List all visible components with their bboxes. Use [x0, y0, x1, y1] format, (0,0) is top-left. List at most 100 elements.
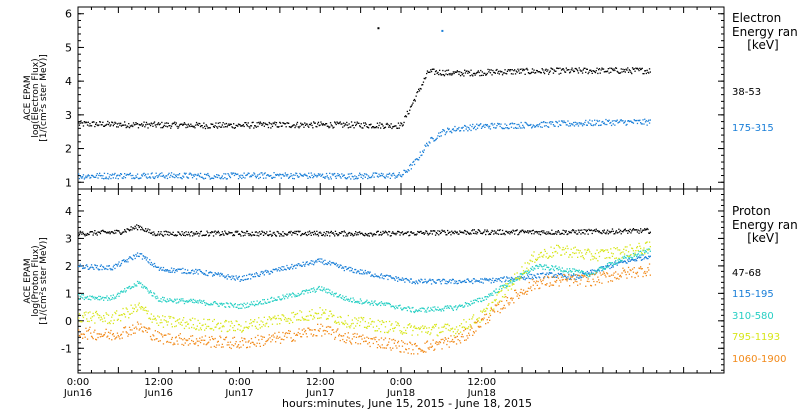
data-point [446, 307, 448, 309]
data-point [309, 124, 312, 126]
data-point [242, 279, 244, 281]
data-point [631, 229, 634, 231]
data-point [202, 339, 204, 341]
data-point [527, 124, 529, 126]
data-point [561, 232, 563, 235]
data-point [365, 272, 367, 274]
data-point [527, 124, 530, 127]
data-point [272, 316, 274, 318]
data-point [143, 229, 145, 232]
data-point [559, 233, 561, 235]
data-point [346, 336, 349, 338]
data-point [194, 272, 196, 274]
data-point [560, 232, 563, 235]
data-point [442, 230, 444, 232]
data-point [208, 318, 211, 321]
data-point [92, 175, 94, 177]
data-point [120, 233, 123, 235]
data-point [131, 124, 133, 126]
data-point [381, 233, 383, 235]
data-point [258, 123, 261, 125]
data-point [588, 228, 590, 231]
data-point [304, 232, 306, 235]
data-point [297, 263, 299, 265]
data-point [220, 234, 223, 236]
data-point [298, 319, 300, 321]
data-point [328, 291, 330, 294]
data-point [549, 255, 551, 257]
data-point [233, 174, 236, 177]
data-point [614, 263, 616, 265]
data-point [221, 273, 223, 275]
data-point [273, 268, 275, 271]
data-point [522, 126, 525, 128]
data-point [97, 177, 99, 179]
data-point [455, 231, 457, 233]
data-point [108, 176, 110, 178]
data-point [468, 326, 470, 328]
data-point [123, 124, 125, 126]
data-point [119, 292, 121, 295]
data-point [625, 262, 627, 264]
data-point [522, 270, 525, 272]
data-point [177, 319, 179, 321]
data-point [398, 325, 400, 327]
data-point [512, 279, 514, 281]
data-point [485, 310, 487, 312]
data-point [320, 261, 322, 263]
data-point [288, 176, 291, 178]
data-point [301, 174, 303, 177]
data-point [398, 278, 400, 280]
data-point [497, 291, 499, 293]
data-point [359, 302, 361, 304]
data-point [367, 233, 370, 235]
data-point [149, 263, 152, 266]
data-point [299, 125, 301, 128]
data-point [170, 267, 173, 269]
data-point [217, 174, 219, 176]
data-point [393, 125, 395, 127]
data-point [434, 73, 436, 75]
data-point [211, 272, 213, 274]
data-point [581, 123, 583, 125]
data-point [184, 234, 186, 237]
data-point [88, 268, 90, 270]
data-point [208, 304, 210, 306]
data-point [366, 336, 368, 338]
data-point [308, 262, 311, 264]
data-point [543, 265, 545, 267]
data-point [142, 309, 144, 311]
data-point [252, 174, 254, 176]
data-point [166, 269, 169, 271]
data-point [622, 231, 624, 233]
data-point [338, 174, 341, 176]
data-point [641, 123, 643, 125]
data-point [165, 334, 167, 336]
data-point [319, 258, 321, 260]
data-point [552, 68, 554, 70]
data-point [433, 281, 435, 283]
data-point [581, 271, 584, 273]
data-point [349, 340, 351, 342]
data-point [614, 233, 616, 235]
data-point [423, 77, 425, 80]
data-point [289, 126, 291, 128]
data-point [82, 297, 84, 299]
data-point [534, 275, 536, 277]
data-point [443, 278, 445, 280]
data-point [397, 322, 399, 324]
data-point [93, 121, 95, 123]
data-point [405, 116, 408, 118]
data-point [214, 326, 216, 328]
data-point [402, 124, 404, 126]
data-point [114, 338, 116, 340]
data-point [376, 126, 378, 128]
data-point [212, 275, 214, 277]
data-point [510, 126, 513, 128]
data-point [166, 301, 168, 303]
data-point [426, 308, 429, 310]
data-point [267, 126, 270, 129]
data-point [140, 124, 142, 126]
data-point [283, 268, 286, 270]
data-point [464, 328, 467, 330]
